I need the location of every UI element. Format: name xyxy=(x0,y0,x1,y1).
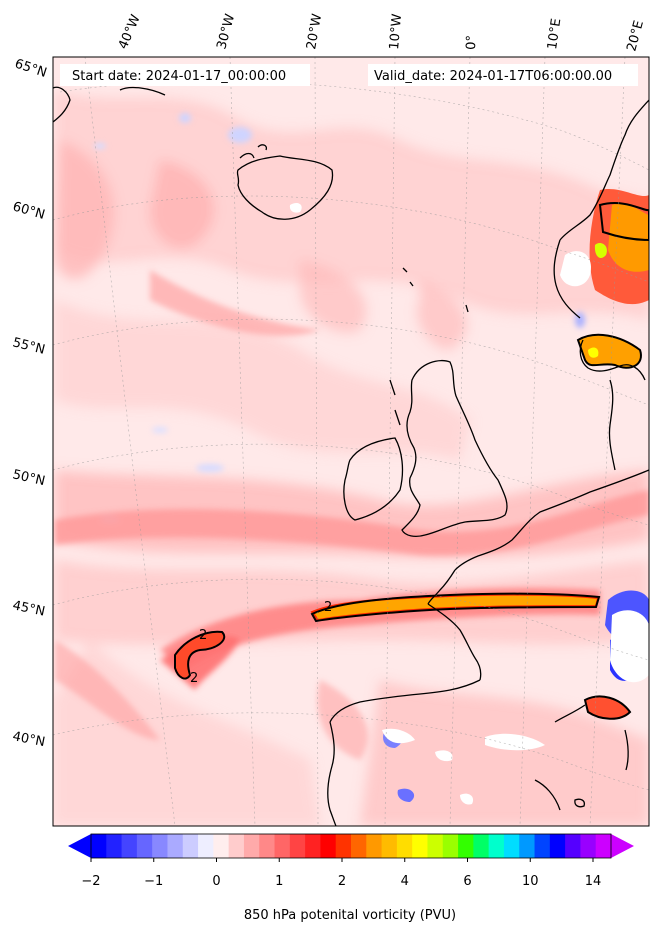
pv-field-light xyxy=(53,90,649,826)
colorbar-cell xyxy=(366,834,382,858)
colorbar-cell xyxy=(136,834,153,858)
valid-date-label: Valid_date: 2024-01-17T06:00:00.00 xyxy=(374,69,612,84)
colorbar-tick-label: 0 xyxy=(212,874,220,889)
colorbar-cell xyxy=(396,834,413,858)
colorbar-cell xyxy=(488,834,505,858)
colorbar-cell xyxy=(519,834,535,858)
pv-scandinavia xyxy=(576,188,649,369)
colorbar-cell xyxy=(121,834,138,858)
coastline-iceland xyxy=(236,155,334,220)
latitude-labels: 65°N 60°N 55°N 50°N 45°N 40°N xyxy=(11,57,49,751)
colorbar-cell xyxy=(565,834,581,858)
colorbar-cell xyxy=(182,834,199,858)
colorbar-cells xyxy=(91,834,612,858)
coastline-great-britain xyxy=(401,359,508,537)
colorbar-cell xyxy=(458,834,474,858)
map-frame xyxy=(52,56,650,827)
lat-label: 55°N xyxy=(11,335,46,357)
colorbar-cell xyxy=(320,834,337,858)
coastline-ireland xyxy=(343,437,404,521)
colorbar-cell xyxy=(259,834,275,858)
colorbar-cell xyxy=(106,834,122,858)
colorbar-cell xyxy=(503,834,520,858)
lat-label: 60°N xyxy=(11,199,47,222)
colorbar-cell xyxy=(335,834,352,858)
colorbar-tick-label: 6 xyxy=(463,874,471,889)
lat-label: 45°N xyxy=(11,598,46,619)
contour-label: 2 xyxy=(324,600,332,615)
colorbar-cell xyxy=(473,834,490,858)
colorbar-cell xyxy=(351,834,367,858)
colorbar-cell xyxy=(305,834,321,858)
valid-date-box xyxy=(368,64,638,86)
colorbar-cell xyxy=(381,834,398,858)
colorbar-tick-label: 2 xyxy=(338,874,346,889)
colorbar-tick-label: 10 xyxy=(522,874,539,889)
lon-label: 40°W xyxy=(116,13,144,52)
contour-2pvu-biscay xyxy=(310,592,601,623)
colorbar-tick-label: −1 xyxy=(144,874,163,889)
colorbar-cell xyxy=(442,834,459,858)
colorbar-cell xyxy=(198,834,214,858)
colorbar-cell xyxy=(412,834,428,858)
lat-label: 65°N xyxy=(13,57,49,81)
colorbar-cell xyxy=(595,834,612,858)
colorbar-cell xyxy=(228,834,245,858)
lon-label: 20°W xyxy=(304,13,325,51)
lon-label: 10°E xyxy=(545,18,564,51)
colorbar-cell xyxy=(549,834,566,858)
lon-label: 20°E xyxy=(624,19,647,53)
colorbar-title: 850 hPa potenital vorticity (PVU) xyxy=(244,908,456,923)
lat-label: 40°N xyxy=(11,729,46,750)
start-date-label: Start date: 2024-01-17_00:00:00 xyxy=(72,69,286,84)
colorbar-cell xyxy=(580,834,597,858)
lon-label: 10°W xyxy=(387,13,405,50)
colorbar-ticks: −2 −1 0 1 2 4 6 10 14 xyxy=(81,858,601,889)
colorbar-cell xyxy=(243,834,260,858)
colorbar-cell xyxy=(534,834,551,858)
coastlines xyxy=(53,86,649,826)
colorbar-cell xyxy=(167,834,184,858)
longitude-labels: 40°W 30°W 20°W 10°W 0° 10°E 20°E xyxy=(116,12,647,53)
contour-2pvu-west xyxy=(174,630,226,680)
colorbar-cell xyxy=(213,834,230,858)
map-panel: 2 2 2 xyxy=(53,57,649,826)
contour-label-west-2: 2 xyxy=(190,671,198,686)
lon-label: 30°W xyxy=(214,12,238,51)
lat-label: 50°N xyxy=(11,467,46,489)
lon-label: 0° xyxy=(464,35,480,50)
colorbar-tick-label: 4 xyxy=(401,874,409,889)
colorbar-extend-left xyxy=(68,834,91,858)
colorbar-tick-label: −2 xyxy=(81,874,100,889)
colorbar-frame xyxy=(90,833,612,859)
terrain-masked-areas xyxy=(289,202,649,805)
pv-mediterranean xyxy=(583,695,632,720)
start-date-box xyxy=(60,64,310,86)
colorbar-cell xyxy=(152,834,168,858)
colorbar-cell xyxy=(427,834,444,858)
colorbar-cell xyxy=(289,834,306,858)
colorbar-tick-label: 1 xyxy=(275,874,283,889)
coastline-greenland xyxy=(53,86,71,123)
colorbar-cell xyxy=(91,834,107,858)
colorbar-tick-label: 14 xyxy=(585,874,602,889)
colorbar: −2 −1 0 1 2 4 6 10 14 xyxy=(68,833,634,889)
colorbar-cell xyxy=(274,834,291,858)
coastline-norway xyxy=(559,99,649,241)
colorbar-extend-right xyxy=(611,834,634,858)
contour-label-west: 2 xyxy=(199,628,207,643)
